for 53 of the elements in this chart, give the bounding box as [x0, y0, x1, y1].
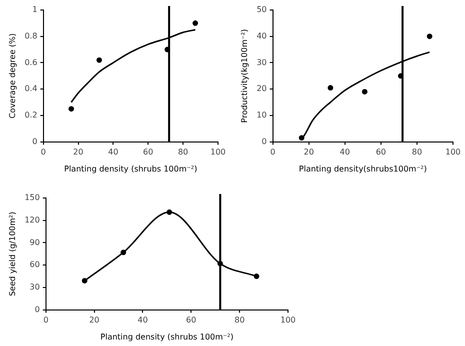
- x-tick-label: 100: [210, 148, 226, 157]
- y-tick-label: 90: [30, 238, 40, 247]
- x-axis-title: Planting density(shrubs100m⁻²): [298, 164, 427, 174]
- y-tick-label: 10: [256, 110, 267, 120]
- x-tick-label: 100: [280, 316, 296, 325]
- y-tick-label: 1: [32, 5, 38, 14]
- x-tick-label: 100: [445, 148, 461, 157]
- x-tick-label: 0: [270, 148, 276, 157]
- y-tick-label: 0: [262, 136, 267, 146]
- x-tick-label: 40: [138, 316, 148, 325]
- x-tick-label: 20: [89, 316, 100, 325]
- x-tick-label: 40: [108, 148, 118, 157]
- point: [192, 20, 198, 26]
- y-tick-label: 0.4: [24, 84, 38, 94]
- x-tick-label: 0: [40, 148, 46, 157]
- y-tick-label: 30: [256, 58, 267, 67]
- x-tick-label: 60: [143, 148, 154, 157]
- x-axis-title: Planting density (shrubs 100m⁻²): [100, 332, 234, 342]
- y-tick-label: 0.6: [24, 58, 38, 67]
- y-tick-label: 120: [24, 215, 40, 224]
- x-tick-label: 60: [186, 316, 196, 325]
- x-tick-label: 80: [234, 316, 245, 325]
- y-tick-label: 150: [24, 193, 40, 202]
- x-tick-label: 60: [376, 148, 386, 157]
- x-tick-label: 80: [178, 148, 188, 157]
- y-axis-title: Coverage degree (%): [8, 33, 17, 119]
- y-axis-title: Seed yield (g/100m²): [8, 212, 17, 296]
- point: [362, 88, 368, 94]
- x-tick-label: 20: [73, 148, 84, 157]
- point: [426, 34, 432, 40]
- point: [120, 250, 126, 256]
- point: [166, 209, 172, 215]
- x-tick-label: 80: [412, 148, 422, 157]
- y-tick-label: 30: [30, 282, 40, 292]
- x-tick-label: 40: [340, 148, 350, 157]
- y-tick-label: 0: [34, 304, 40, 314]
- y-tick-label: 40: [256, 31, 267, 40]
- y-tick-label: 50: [256, 5, 267, 14]
- point: [96, 57, 102, 63]
- y-tick-label: 0.2: [24, 110, 38, 120]
- y-tick-label: 0: [32, 136, 38, 146]
- point: [298, 135, 304, 141]
- point: [328, 85, 334, 91]
- y-tick-label: 60: [30, 260, 40, 270]
- y-tick-label: 20: [256, 84, 267, 94]
- y-axis-title: Productivity(kg100m⁻²): [240, 28, 249, 123]
- x-tick-label: 20: [304, 148, 314, 157]
- x-axis-title: Planting density (shrubs 100m⁻²): [64, 164, 198, 174]
- x-tick-label: 0: [43, 316, 48, 325]
- point: [82, 278, 88, 284]
- point: [254, 274, 260, 280]
- point: [68, 106, 74, 112]
- y-tick-label: 0.8: [24, 31, 38, 40]
